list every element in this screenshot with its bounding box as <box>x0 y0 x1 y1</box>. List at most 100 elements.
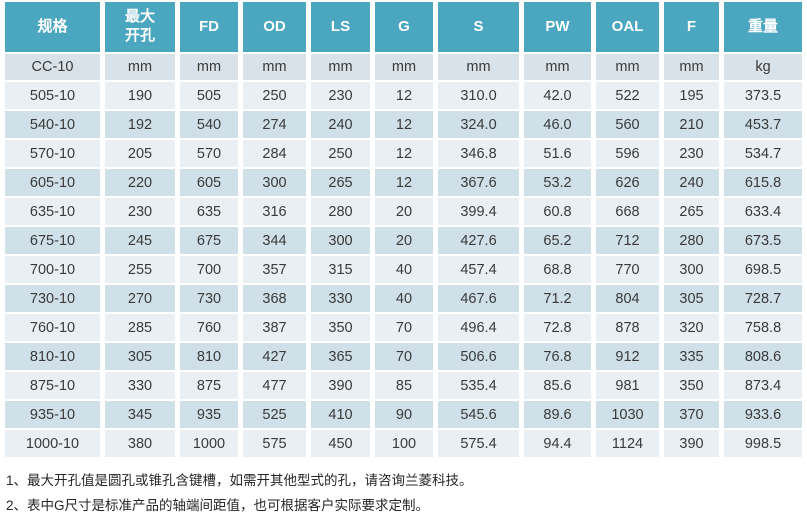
data-cell: 300 <box>664 256 719 283</box>
data-cell: 615.8 <box>724 169 802 196</box>
data-cell: 12 <box>375 111 433 138</box>
data-cell: 760-10 <box>5 314 100 341</box>
data-cell: 330 <box>311 285 370 312</box>
data-cell: 673.5 <box>724 227 802 254</box>
data-cell: 505 <box>180 82 238 109</box>
data-cell: 626 <box>596 169 659 196</box>
data-cell: 545.6 <box>438 401 519 428</box>
data-cell: 230 <box>311 82 370 109</box>
data-cell: 365 <box>311 343 370 370</box>
data-cell: 534.7 <box>724 140 802 167</box>
table-row: 700-10 255 700 357 315 40 457.4 68.8 770 300 698.5 <box>5 256 802 283</box>
data-cell: 265 <box>664 198 719 225</box>
table-row: 935-10 345 935 525 410 90 545.6 89.6 1030 370 933.… <box>5 401 802 428</box>
data-cell: 410 <box>311 401 370 428</box>
data-cell: 357 <box>243 256 306 283</box>
data-cell: 380 <box>105 430 175 457</box>
data-cell: 330 <box>105 372 175 399</box>
data-cell: 808.6 <box>724 343 802 370</box>
header-label: F <box>686 17 697 35</box>
data-cell: 605-10 <box>5 169 100 196</box>
data-cell: 20 <box>375 227 433 254</box>
data-cell: 878 <box>596 314 659 341</box>
data-cell: 675-10 <box>5 227 100 254</box>
data-cell: 668 <box>596 198 659 225</box>
data-cell: 804 <box>596 285 659 312</box>
data-cell: 90 <box>375 401 433 428</box>
data-cell: 315 <box>311 256 370 283</box>
header-label: OAL <box>611 17 644 35</box>
header-cell: 最大开孔 <box>105 2 175 52</box>
data-cell: 875-10 <box>5 372 100 399</box>
data-cell: 274 <box>243 111 306 138</box>
data-cell: 457.4 <box>438 256 519 283</box>
table-row: 540-10 192 540 274 240 12 324.0 46.0 560 210 453.7 <box>5 111 802 138</box>
data-cell: 205 <box>105 140 175 167</box>
table-row: 675-10 245 675 344 300 20 427.6 65.2 712 280 673.5 <box>5 227 802 254</box>
data-cell: 12 <box>375 140 433 167</box>
data-cell: 65.2 <box>524 227 591 254</box>
data-cell: 912 <box>596 343 659 370</box>
header-cell: OD <box>243 2 306 52</box>
data-cell: 596 <box>596 140 659 167</box>
table-row: 635-10 230 635 316 280 20 399.4 60.8 668 265 633.4 <box>5 198 802 225</box>
data-cell: 320 <box>664 314 719 341</box>
header-label: FD <box>199 17 219 35</box>
data-cell: 346.8 <box>438 140 519 167</box>
header-cell: F <box>664 2 719 52</box>
data-cell: 605 <box>180 169 238 196</box>
data-cell: 70 <box>375 314 433 341</box>
data-cell: 390 <box>311 372 370 399</box>
data-cell: 370 <box>664 401 719 428</box>
data-cell: 525 <box>243 401 306 428</box>
unit-cell: mm <box>524 54 591 80</box>
data-cell: 467.6 <box>438 285 519 312</box>
unit-cell: kg <box>724 54 802 80</box>
data-cell: 335 <box>664 343 719 370</box>
data-cell: 265 <box>311 169 370 196</box>
data-cell: 935 <box>180 401 238 428</box>
data-cell: 72.8 <box>524 314 591 341</box>
data-cell: 195 <box>664 82 719 109</box>
unit-cell: mm <box>375 54 433 80</box>
data-cell: 40 <box>375 256 433 283</box>
header-cell: S <box>438 2 519 52</box>
data-cell: 535.4 <box>438 372 519 399</box>
data-cell: 345 <box>105 401 175 428</box>
data-cell: 390 <box>664 430 719 457</box>
data-cell: 190 <box>105 82 175 109</box>
data-cell: 51.6 <box>524 140 591 167</box>
data-cell: 76.8 <box>524 343 591 370</box>
footnote-2: 2、表中G尺寸是标准产品的轴端间距值，也可根据客户实际要求定制。 <box>6 498 430 513</box>
data-cell: 427 <box>243 343 306 370</box>
footnotes: 1、最大开孔值是圆孔或锥孔含键槽，如需开其他型式的孔，请咨询兰菱科技。 2、表中… <box>0 468 807 518</box>
data-cell: 240 <box>664 169 719 196</box>
data-cell: 522 <box>596 82 659 109</box>
footnote-1: 1、最大开孔值是圆孔或锥孔含键槽，如需开其他型式的孔，请咨询兰菱科技。 <box>6 473 473 488</box>
header-cell: 重量 <box>724 2 802 52</box>
table-row: 810-10 305 810 427 365 70 506.6 76.8 912 335 808.6 <box>5 343 802 370</box>
data-cell: 46.0 <box>524 111 591 138</box>
data-cell: 505-10 <box>5 82 100 109</box>
data-cell: 316 <box>243 198 306 225</box>
data-cell: 712 <box>596 227 659 254</box>
unit-cell: mm <box>105 54 175 80</box>
data-cell: 933.6 <box>724 401 802 428</box>
data-cell: 635 <box>180 198 238 225</box>
data-cell: 875 <box>180 372 238 399</box>
header-label: OD <box>263 17 286 35</box>
data-cell: 935-10 <box>5 401 100 428</box>
data-cell: 506.6 <box>438 343 519 370</box>
data-cell: 570 <box>180 140 238 167</box>
data-cell: 192 <box>105 111 175 138</box>
data-cell: 698.5 <box>724 256 802 283</box>
data-cell: 700 <box>180 256 238 283</box>
header-label: 规格 <box>37 17 68 35</box>
header-cell: LS <box>311 2 370 52</box>
data-cell: 575 <box>243 430 306 457</box>
data-cell: 310.0 <box>438 82 519 109</box>
data-cell: 453.7 <box>724 111 802 138</box>
data-cell: 280 <box>311 198 370 225</box>
data-cell: 280 <box>664 227 719 254</box>
data-cell: 350 <box>311 314 370 341</box>
